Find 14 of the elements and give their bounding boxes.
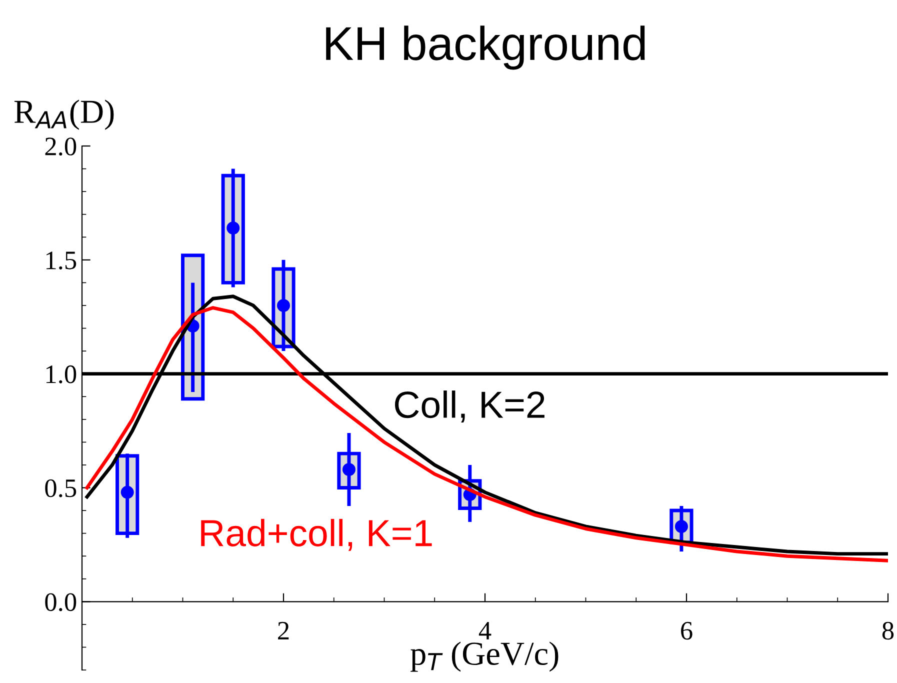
y-tick-label: 1.0 xyxy=(46,365,76,384)
y-tick-label: 0.5 xyxy=(45,479,76,498)
chart-title: KH background xyxy=(326,26,645,70)
series-label: Coll, K=2 xyxy=(395,390,544,422)
x-tick-label: 6 xyxy=(681,622,692,640)
x-tick-label: 4 xyxy=(478,622,492,640)
y-tick-label: 1.5 xyxy=(46,252,76,270)
y-tick-label: 2.0 xyxy=(45,138,76,156)
x-axis-title: p$_{T}$ (GeV/c) xyxy=(410,642,558,672)
y-axis-title: R$_{AA}$(D) xyxy=(14,100,114,130)
series-label: Rad+coll, K=1 xyxy=(201,518,432,551)
y-tick-label: 0.0 xyxy=(45,593,76,612)
x-tick-label: 2 xyxy=(278,622,289,640)
x-tick-label: 8 xyxy=(882,622,894,640)
